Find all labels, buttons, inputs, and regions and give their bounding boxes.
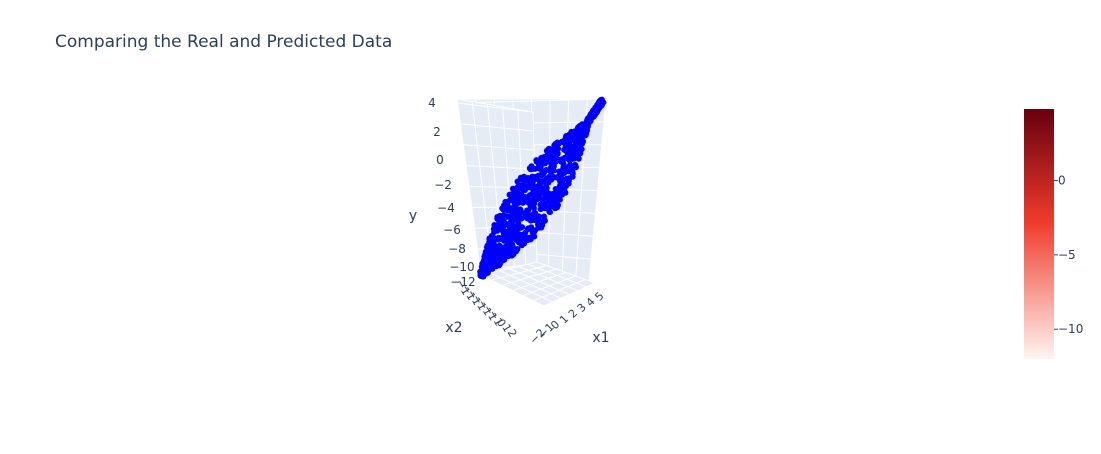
data-point[interactable]	[521, 184, 527, 190]
data-point[interactable]	[503, 221, 509, 227]
data-point[interactable]	[541, 171, 547, 177]
data-point[interactable]	[524, 210, 530, 216]
data-point[interactable]	[479, 261, 485, 267]
data-point[interactable]	[524, 215, 530, 221]
data-point[interactable]	[519, 241, 525, 247]
z-tick-label: −2	[434, 178, 452, 192]
colorbar-tick-label: 0	[1058, 173, 1066, 187]
data-point[interactable]	[495, 252, 501, 258]
data-point[interactable]	[566, 176, 572, 182]
data-point[interactable]	[494, 214, 500, 220]
data-point[interactable]	[487, 235, 493, 241]
z-tick-label: 4	[428, 96, 436, 110]
data-point[interactable]	[484, 254, 490, 260]
data-point[interactable]	[507, 214, 513, 220]
data-point[interactable]	[505, 253, 511, 259]
data-point[interactable]	[506, 230, 512, 236]
data-point[interactable]	[516, 233, 522, 239]
colorbar: 0 −5 −10	[1024, 109, 1083, 359]
data-point[interactable]	[531, 211, 537, 217]
data-point[interactable]	[572, 154, 578, 160]
data-point[interactable]	[524, 237, 530, 243]
data-point[interactable]	[561, 161, 567, 167]
colorbar-ticks: 0 −5 −10	[1054, 173, 1083, 336]
data-point[interactable]	[579, 134, 585, 140]
data-point[interactable]	[510, 222, 516, 228]
data-point[interactable]	[551, 204, 557, 210]
data-point[interactable]	[489, 266, 495, 272]
z-tick-label: 2	[433, 125, 441, 139]
z-axis-label: y	[409, 208, 417, 224]
data-point[interactable]	[500, 257, 506, 263]
data-point[interactable]	[551, 168, 557, 174]
data-point[interactable]	[528, 178, 534, 184]
data-point[interactable]	[539, 197, 545, 203]
data-point[interactable]	[531, 205, 537, 211]
data-point[interactable]	[597, 98, 603, 104]
colorbar-gradient	[1024, 109, 1054, 359]
z-tick-label: 0	[436, 153, 444, 167]
data-point[interactable]	[528, 224, 534, 230]
data-point[interactable]	[577, 123, 583, 129]
data-point[interactable]	[567, 162, 573, 168]
data-point[interactable]	[496, 219, 502, 225]
data-point[interactable]	[547, 209, 553, 215]
data-point[interactable]	[542, 205, 548, 211]
data-point[interactable]	[547, 147, 553, 153]
y-axis-label: x2	[445, 320, 462, 336]
data-point[interactable]	[536, 160, 542, 166]
chart-title: Comparing the Real and Predicted Data	[55, 32, 392, 52]
data-point[interactable]	[517, 206, 523, 212]
data-point[interactable]	[596, 105, 602, 111]
data-point[interactable]	[543, 176, 549, 182]
data-point[interactable]	[557, 179, 563, 185]
data-point[interactable]	[532, 166, 538, 172]
z-tick-label: −6	[443, 223, 461, 237]
z-tick-label: −8	[448, 242, 466, 256]
data-point[interactable]	[479, 269, 485, 275]
data-point[interactable]	[520, 177, 526, 183]
data-point[interactable]	[509, 241, 515, 247]
data-point[interactable]	[573, 164, 579, 170]
data-point[interactable]	[527, 165, 533, 171]
data-point[interactable]	[533, 194, 539, 200]
data-point[interactable]	[556, 169, 562, 175]
data-point[interactable]	[504, 246, 510, 252]
data-point[interactable]	[491, 226, 497, 232]
data-point[interactable]	[504, 236, 510, 242]
data-point[interactable]	[517, 199, 523, 205]
x-axis-label: x1	[592, 330, 609, 346]
data-point[interactable]	[509, 236, 515, 242]
data-point[interactable]	[586, 119, 592, 125]
data-point[interactable]	[556, 141, 562, 147]
data-point[interactable]	[555, 146, 561, 152]
data-point[interactable]	[524, 198, 530, 204]
data-point[interactable]	[501, 214, 507, 220]
data-point[interactable]	[557, 197, 563, 203]
data-point[interactable]	[542, 161, 548, 167]
data-point[interactable]	[507, 198, 513, 204]
data-point[interactable]	[511, 189, 517, 195]
data-point[interactable]	[515, 215, 521, 221]
data-point[interactable]	[534, 189, 540, 195]
data-point[interactable]	[515, 220, 521, 226]
data-point[interactable]	[553, 158, 559, 164]
data-point[interactable]	[567, 137, 573, 143]
z-tick-label: −10	[449, 260, 474, 274]
data-point[interactable]	[488, 246, 494, 252]
data-point[interactable]	[508, 205, 514, 211]
data-point[interactable]	[574, 143, 580, 149]
z-tick-label: −4	[437, 201, 455, 215]
colorbar-tick-label: −5	[1058, 248, 1076, 262]
data-point[interactable]	[564, 145, 570, 151]
colorbar-tick-label: −10	[1058, 322, 1083, 336]
data-point[interactable]	[542, 217, 548, 223]
data-point[interactable]	[501, 206, 507, 212]
data-point[interactable]	[550, 174, 556, 180]
data-point[interactable]	[547, 196, 553, 202]
data-point[interactable]	[534, 174, 540, 180]
